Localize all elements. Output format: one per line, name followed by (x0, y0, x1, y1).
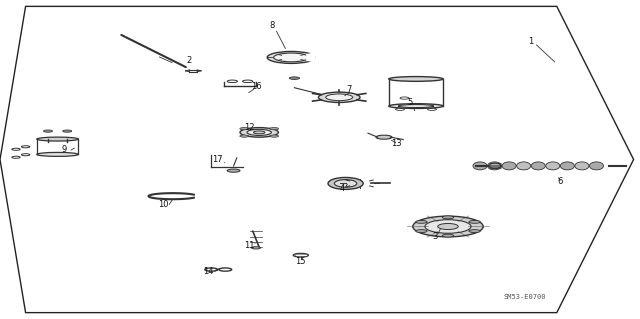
Ellipse shape (489, 163, 500, 169)
Ellipse shape (546, 162, 560, 170)
Ellipse shape (253, 131, 265, 134)
Ellipse shape (442, 216, 454, 219)
Ellipse shape (561, 162, 575, 170)
Ellipse shape (376, 135, 392, 139)
Text: 9: 9 (61, 145, 67, 154)
Ellipse shape (415, 230, 427, 233)
Ellipse shape (488, 162, 502, 170)
Ellipse shape (469, 220, 481, 223)
Ellipse shape (252, 247, 260, 249)
Ellipse shape (63, 130, 72, 132)
Text: 4: 4 (340, 184, 345, 193)
Text: 14: 14 (203, 267, 213, 276)
Ellipse shape (293, 253, 308, 257)
Ellipse shape (289, 77, 300, 79)
Ellipse shape (531, 162, 545, 170)
Text: 7: 7 (346, 85, 351, 94)
Text: 15: 15 (296, 257, 306, 266)
Ellipse shape (469, 230, 481, 233)
Ellipse shape (516, 162, 531, 170)
Ellipse shape (240, 135, 249, 137)
Ellipse shape (269, 128, 278, 130)
Ellipse shape (36, 137, 78, 141)
Ellipse shape (274, 53, 309, 62)
Wedge shape (307, 53, 316, 62)
Ellipse shape (425, 220, 471, 233)
Ellipse shape (268, 51, 315, 63)
Ellipse shape (269, 135, 278, 137)
Text: 13: 13 (392, 139, 402, 148)
Ellipse shape (389, 77, 443, 81)
Text: 10: 10 (158, 200, 168, 209)
Text: 1: 1 (529, 37, 534, 46)
Ellipse shape (240, 128, 278, 137)
Text: 3: 3 (433, 232, 438, 241)
Ellipse shape (36, 152, 78, 156)
Ellipse shape (247, 130, 271, 136)
Ellipse shape (335, 180, 357, 187)
Ellipse shape (442, 234, 454, 237)
Text: 16: 16 (251, 82, 261, 91)
Ellipse shape (589, 162, 604, 170)
Text: 11: 11 (244, 241, 255, 250)
Text: 2: 2 (186, 56, 191, 65)
Text: 6: 6 (557, 177, 563, 186)
Ellipse shape (227, 169, 240, 172)
Ellipse shape (413, 216, 483, 237)
Ellipse shape (473, 162, 487, 170)
Ellipse shape (240, 128, 249, 130)
Ellipse shape (328, 177, 364, 189)
Ellipse shape (319, 92, 360, 102)
Ellipse shape (44, 130, 52, 132)
Ellipse shape (389, 104, 443, 108)
Text: 5: 5 (407, 98, 412, 107)
Text: 8: 8 (269, 21, 275, 30)
Text: SM53-E0700: SM53-E0700 (504, 294, 546, 300)
Ellipse shape (415, 220, 427, 223)
Text: 17: 17 (212, 155, 223, 164)
Ellipse shape (575, 162, 589, 170)
Ellipse shape (438, 223, 458, 230)
Ellipse shape (398, 105, 434, 108)
Text: 12: 12 (244, 123, 255, 132)
Ellipse shape (502, 162, 516, 170)
Ellipse shape (326, 94, 353, 101)
